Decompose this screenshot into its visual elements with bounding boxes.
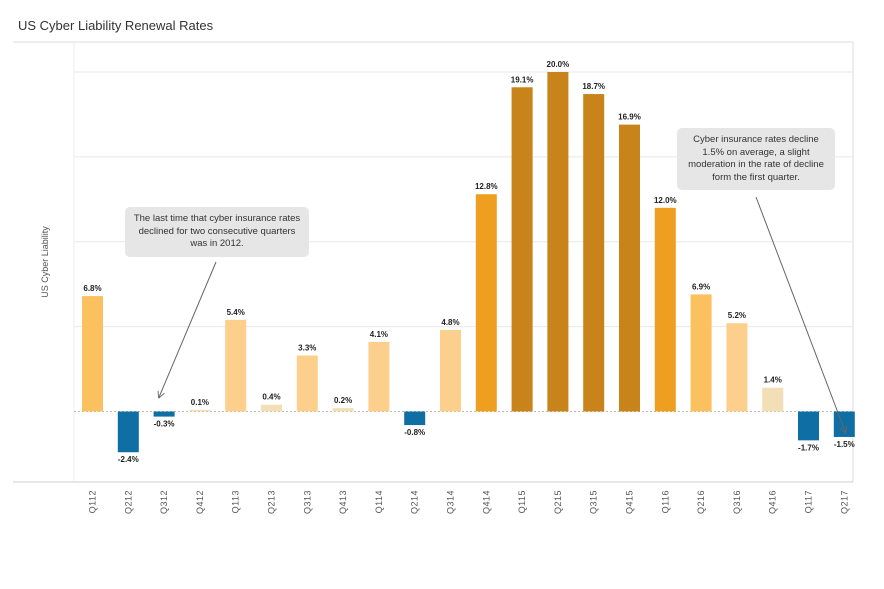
bar-q217[interactable] — [833, 411, 855, 437]
bar-q313[interactable] — [296, 355, 318, 412]
data-label-q414: 12.8% — [475, 182, 498, 191]
bars — [82, 72, 855, 453]
y-axis-label: US Cyber Liability — [40, 226, 50, 298]
data-label-q315: 18.7% — [582, 82, 605, 91]
x-tick-q117: Q117 — [804, 490, 814, 513]
data-label-q115: 19.1% — [511, 75, 534, 84]
x-tick-q312: Q312 — [159, 490, 169, 514]
x-tick-q412: Q412 — [195, 490, 205, 514]
bar-q216[interactable] — [690, 294, 712, 412]
bar-q413[interactable] — [332, 408, 354, 412]
bar-q312[interactable] — [153, 411, 175, 417]
x-tick-q414: Q414 — [481, 490, 491, 514]
x-tick-q114: Q114 — [374, 490, 384, 513]
bar-q314[interactable] — [440, 330, 461, 412]
data-label-q117: -1.7% — [798, 443, 819, 452]
x-tick-q116: Q116 — [660, 490, 670, 513]
annotation-arrow-2012 — [159, 261, 217, 397]
bar-q214[interactable] — [404, 411, 426, 426]
bar-q415[interactable] — [619, 124, 640, 412]
data-label-q314: 4.8% — [441, 318, 459, 327]
annotation-arrows — [159, 196, 845, 432]
data-label-q213: 0.4% — [262, 393, 280, 402]
plot-frame — [13, 41, 854, 483]
data-label-q113: 5.4% — [227, 308, 245, 317]
data-label-q212: -2.4% — [118, 455, 139, 464]
data-label-q217: -1.5% — [834, 440, 855, 449]
data-label-q413: 0.2% — [334, 396, 352, 405]
data-label-q114: 4.1% — [370, 330, 388, 339]
x-tick-q212: Q212 — [123, 490, 133, 514]
x-tick-q115: Q115 — [517, 490, 527, 513]
bar-q116[interactable] — [654, 207, 676, 412]
bar-q114[interactable] — [368, 341, 390, 412]
bar-q213[interactable] — [261, 404, 282, 412]
data-label-q412: 0.1% — [191, 398, 209, 407]
x-tick-q413: Q413 — [338, 490, 348, 514]
x-tick-q112: Q112 — [88, 490, 98, 513]
x-tick-q415: Q415 — [625, 490, 635, 514]
bar-q115[interactable] — [511, 87, 533, 412]
x-tick-labels: Q112 Q212 Q312 Q412 Q113 Q213 Q313 Q413 Q114 Q214… — [88, 490, 850, 514]
data-labels: 6.8% -2.4% -0.3% 0.1% 5.4% 0.4% 3.3% 0.2% 4.1% -0… — [83, 60, 854, 464]
data-label-q313: 3.3% — [298, 343, 316, 352]
x-tick-q216: Q216 — [696, 490, 706, 514]
data-label-q116: 12.0% — [654, 196, 677, 205]
data-label-q112: 6.8% — [83, 284, 101, 293]
annotation-callout-q217: Cyber insurance rates decline 1.5% on av… — [677, 128, 835, 190]
x-tick-q416: Q416 — [768, 490, 778, 514]
x-tick-q313: Q313 — [302, 490, 312, 514]
chart-title: US Cyber Liability Renewal Rates — [18, 18, 214, 33]
bar-q215[interactable] — [547, 72, 569, 412]
annotation-callout-2012: The last time that cyber insurance rates… — [125, 207, 309, 257]
bar-q117[interactable] — [798, 411, 819, 441]
data-label-q214: -0.8% — [404, 428, 425, 437]
bar-q315[interactable] — [583, 94, 605, 412]
x-tick-q113: Q113 — [231, 490, 241, 513]
x-tick-q315: Q315 — [589, 490, 599, 514]
x-tick-q215: Q215 — [553, 490, 563, 514]
bar-q416[interactable] — [762, 387, 784, 412]
data-label-q416: 1.4% — [764, 376, 782, 385]
data-label-q216: 6.9% — [692, 282, 710, 291]
x-tick-q314: Q314 — [446, 490, 456, 514]
data-label-q312: -0.3% — [154, 420, 175, 429]
bar-q414[interactable] — [475, 194, 497, 412]
data-label-q316: 5.2% — [728, 311, 746, 320]
x-tick-q217: Q217 — [839, 490, 849, 514]
x-tick-q316: Q316 — [732, 490, 742, 514]
bar-q112[interactable] — [82, 296, 103, 412]
data-label-q215: 20.0% — [547, 60, 570, 69]
bar-q316[interactable] — [726, 323, 748, 412]
x-tick-q213: Q213 — [267, 490, 277, 514]
bar-q412[interactable] — [189, 409, 211, 412]
bar-q212[interactable] — [117, 411, 139, 453]
annotation-arrow-q217 — [755, 196, 845, 432]
bar-q113[interactable] — [225, 319, 247, 412]
x-tick-q214: Q214 — [410, 490, 420, 514]
data-label-q415: 16.9% — [618, 113, 641, 122]
